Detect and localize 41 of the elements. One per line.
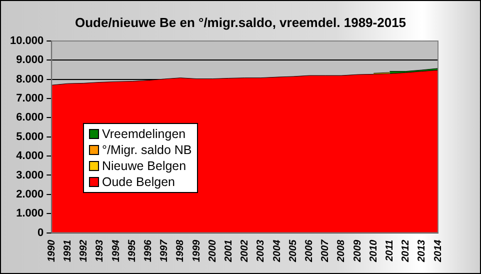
x-tick-label: 1991: [62, 239, 74, 262]
x-tick-label: 1997: [159, 239, 170, 262]
x-tick-label: 1998: [175, 239, 186, 262]
legend-label: °/Migr. saldo NB: [101, 142, 192, 158]
y-tick-label: 4.000: [16, 150, 44, 162]
x-tick-label: 2006: [304, 239, 315, 264]
y-tick-label: 7.000: [16, 92, 44, 105]
y-tick-label: 9.000: [16, 54, 44, 66]
x-tick-label: 2011: [384, 239, 396, 262]
x-tick-label: 2013: [416, 239, 428, 264]
y-tick-label: 10.000: [10, 35, 44, 48]
x-tick-label: 2008: [336, 239, 348, 264]
x-tick-label: 1995: [126, 239, 138, 262]
x-tick-label: 1994: [110, 239, 122, 262]
x-tick-label: 2012: [400, 239, 412, 264]
x-tick-label: 2000: [207, 239, 218, 264]
x-tick-label: 2004: [272, 239, 283, 264]
y-tick-label: 1.000: [16, 208, 44, 220]
x-tick-label: 1990: [46, 239, 58, 262]
y-tick-label: 0: [38, 226, 44, 239]
x-tick-label: 1999: [191, 239, 202, 262]
x-tick-label: 2002: [240, 239, 251, 264]
y-tick-label: 8.000: [16, 73, 44, 86]
legend-label: Vreemdelingen: [101, 126, 187, 142]
x-tick-label: 2001: [223, 239, 234, 264]
x-tick-label: 2003: [256, 239, 267, 264]
y-tick-label: 5.000: [16, 130, 44, 143]
y-tick-label: 6.000: [16, 112, 44, 124]
y-tick-label: 3.000: [16, 169, 44, 182]
x-tick-label: 2010: [368, 239, 380, 264]
x-tick-label: 2007: [320, 239, 332, 264]
x-tick-label: 1993: [94, 239, 106, 262]
chart-title: Oude/nieuwe Be en °/migr.saldo, vreemdel. 1989-2015: [74, 15, 408, 30]
legend-label: Oude Belgen: [101, 174, 176, 190]
x-tick-label: 2009: [352, 239, 364, 264]
x-tick-label: 1996: [142, 239, 154, 262]
x-tick-label: 2005: [288, 239, 299, 264]
legend-label: Nieuwe Belgen: [101, 158, 188, 174]
x-tick-label: 2014: [432, 239, 444, 264]
x-tick-label: 1992: [78, 239, 90, 262]
y-tick-label: 2.000: [16, 188, 44, 200]
